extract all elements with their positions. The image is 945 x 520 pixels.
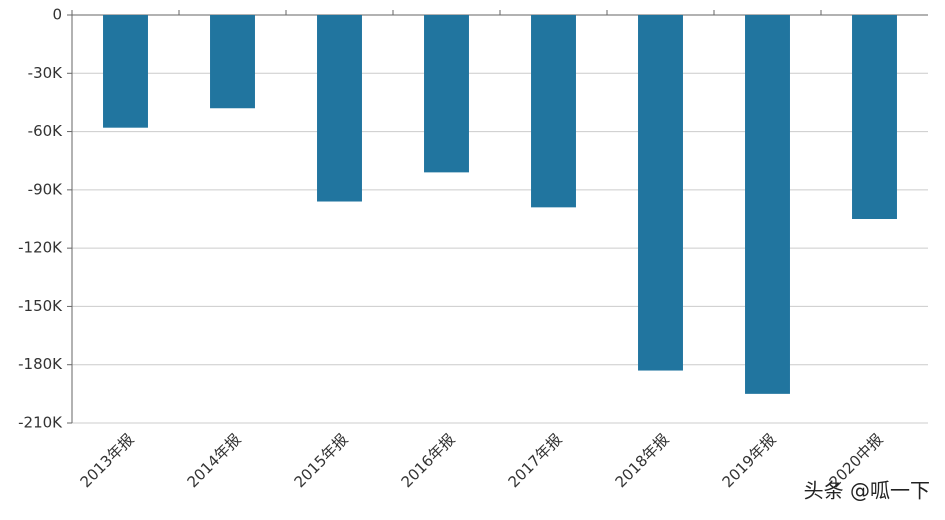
y-tick-label: -120K: [18, 239, 63, 257]
bar: [103, 15, 148, 128]
bar: [424, 15, 469, 173]
bar: [531, 15, 576, 208]
watermark: 头条 @呱一下: [804, 479, 930, 503]
y-tick-label: -150K: [18, 297, 63, 315]
bar: [745, 15, 790, 394]
x-tick-label: 2016年报: [398, 430, 459, 491]
bar: [852, 15, 897, 219]
y-tick-label: -210K: [18, 414, 63, 432]
bar: [638, 15, 683, 371]
bar: [317, 15, 362, 202]
bar: [210, 15, 255, 109]
x-tick-label: 2014年报: [184, 430, 245, 491]
x-tick-label: 2019年报: [719, 430, 780, 491]
y-tick-label: -60K: [28, 122, 63, 140]
y-tick-label: -30K: [28, 64, 63, 82]
y-tick-label: -90K: [28, 180, 63, 198]
y-tick-label: -180K: [18, 355, 63, 373]
y-tick-label: 0: [52, 6, 62, 24]
x-tick-label: 2018年报: [612, 430, 673, 491]
x-tick-label: 2013年报: [77, 430, 138, 491]
x-tick-label: 2015年报: [291, 430, 352, 491]
x-tick-label: 2017年报: [505, 430, 566, 491]
